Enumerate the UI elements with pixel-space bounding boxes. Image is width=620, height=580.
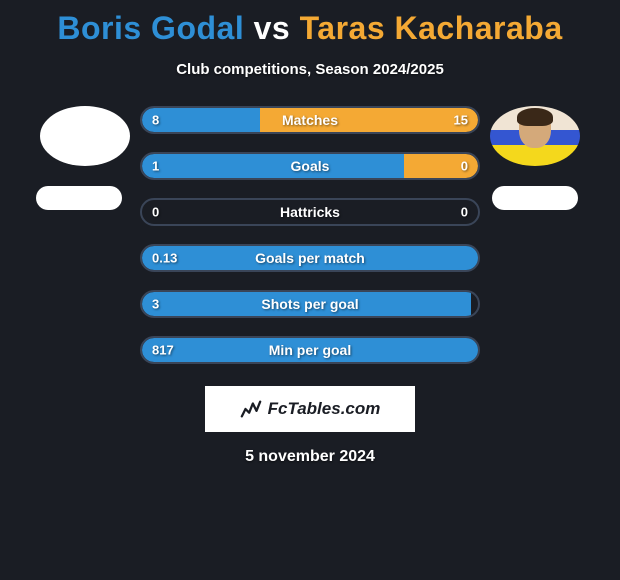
stat-name: Min per goal bbox=[269, 342, 351, 358]
vs-text: vs bbox=[244, 10, 299, 46]
player2-name: Taras Kacharaba bbox=[300, 10, 563, 46]
stat-value-left: 0 bbox=[152, 205, 159, 220]
stat-value-left: 3 bbox=[152, 297, 159, 312]
fctables-icon bbox=[240, 398, 262, 420]
stat-fill-left bbox=[142, 154, 404, 178]
stat-value-right: 0 bbox=[461, 159, 468, 174]
player1-side bbox=[30, 106, 140, 364]
player2-avatar bbox=[490, 106, 580, 166]
player1-name: Boris Godal bbox=[57, 10, 244, 46]
stat-row: 8 Matches 15 bbox=[140, 106, 480, 134]
comparison-content: 8 Matches 15 1 Goals 0 0 Hattricks 0 0.13 Goals pe… bbox=[0, 106, 620, 364]
stat-name: Goals bbox=[291, 158, 330, 174]
stat-row: 817 Min per goal bbox=[140, 336, 480, 364]
player1-team-pill bbox=[36, 186, 122, 210]
stat-value-right: 15 bbox=[454, 113, 468, 128]
stat-row: 0 Hattricks 0 bbox=[140, 198, 480, 226]
stat-value-left: 1 bbox=[152, 159, 159, 174]
logo-box: FcTables.com bbox=[205, 386, 415, 432]
page-title: Boris Godal vs Taras Kacharaba bbox=[0, 0, 620, 47]
stat-name: Hattricks bbox=[280, 204, 340, 220]
stat-value-left: 817 bbox=[152, 343, 174, 358]
stat-row: 0.13 Goals per match bbox=[140, 244, 480, 272]
stat-name: Shots per goal bbox=[261, 296, 358, 312]
player1-avatar bbox=[40, 106, 130, 166]
stat-value-right: 0 bbox=[461, 205, 468, 220]
stat-row: 3 Shots per goal bbox=[140, 290, 480, 318]
stat-name: Matches bbox=[282, 112, 338, 128]
subtitle: Club competitions, Season 2024/2025 bbox=[0, 61, 620, 78]
date-label: 5 november 2024 bbox=[0, 448, 620, 466]
stat-value-left: 0.13 bbox=[152, 251, 177, 266]
stat-value-left: 8 bbox=[152, 113, 159, 128]
stat-fill-left bbox=[142, 108, 260, 132]
player2-team-pill bbox=[492, 186, 578, 210]
stat-name: Goals per match bbox=[255, 250, 365, 266]
stat-row: 1 Goals 0 bbox=[140, 152, 480, 180]
logo-text: FcTables.com bbox=[268, 399, 381, 419]
player2-side bbox=[480, 106, 590, 364]
stat-bars: 8 Matches 15 1 Goals 0 0 Hattricks 0 0.13 Goals pe… bbox=[140, 106, 480, 364]
